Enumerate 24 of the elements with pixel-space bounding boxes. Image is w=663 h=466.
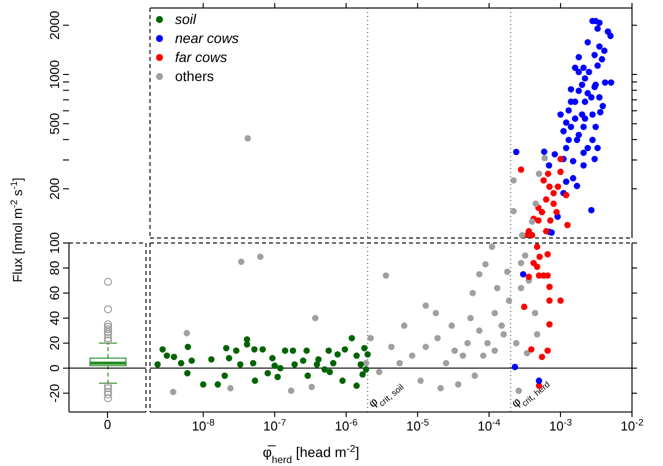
y-tick-label: 80 [47,260,62,276]
x-tick-label: 10$^{-6}$ [334,418,358,434]
y-tick-label: 500 [47,112,62,135]
y-tick-label: 40 [47,310,62,326]
y-tick-label: 0 [47,364,62,372]
x-tick-label: 10$^{-4}$ [478,418,500,434]
x-tick-label: 0 [104,417,112,432]
legend-label: others [175,67,214,86]
x-axis-title: φ̅$_{herd}$ [head m$^{-2}$] [262,444,360,466]
x-tick-label: 10$^{-3}$ [549,418,572,434]
x-tick-label: 10$^{-8}$ [192,418,215,434]
y-tick-label: 100 [47,232,62,254]
x-tick-label: 10$^{-5}$ [406,418,429,434]
y-tick-label: 20 [47,336,62,350]
legend-label: near cows [175,29,239,48]
y-tick-label: 1000 [47,60,62,89]
legend-label: soil [175,10,196,29]
x-tick-label: 10$^{-7}$ [263,418,286,434]
x-tick-label: 10$^{-2}$ [620,418,644,434]
legend-label: far cows [175,48,228,67]
y-tick-label: -20 [47,384,62,403]
y-tick-label: 2000 [47,10,62,40]
y-tick-label: 60 [47,286,62,300]
y-tick-label: 200 [47,178,62,200]
